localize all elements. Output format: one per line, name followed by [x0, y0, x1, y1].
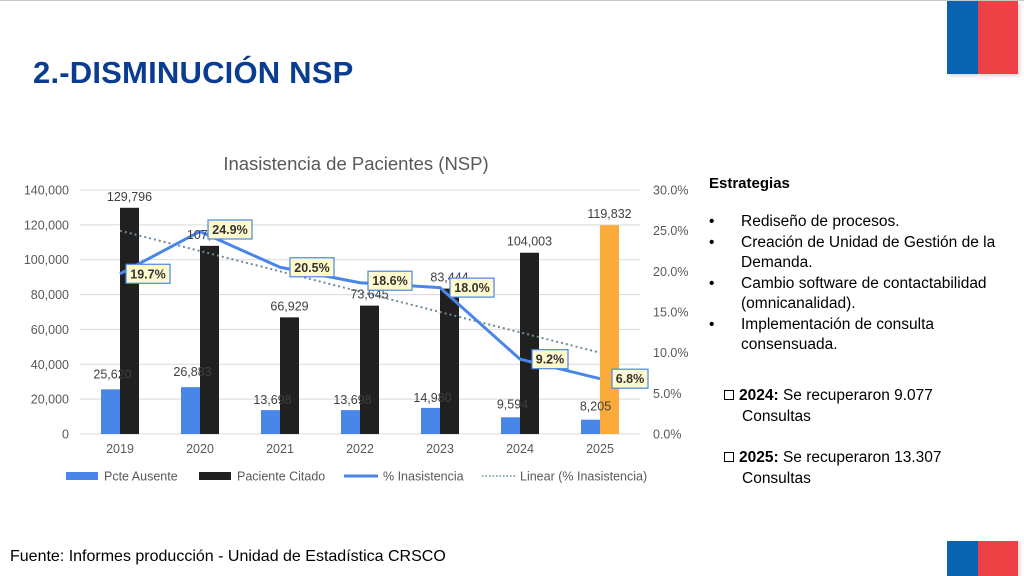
legend-label: Linear (% Inasistencia) — [520, 470, 647, 484]
data-label-pcte-ausente: 25,620 — [93, 367, 131, 381]
bar-pcte-ausente — [181, 387, 200, 434]
right-axis-tick-label: 0.0% — [653, 428, 682, 442]
x-axis-tick-label: 2019 — [106, 442, 134, 456]
data-label-box-inasistencia — [449, 277, 495, 298]
page-title: 2.-DISMINUCIÓN NSP — [33, 55, 354, 90]
left-axis-tick-label: 20,000 — [31, 393, 69, 407]
left-axis-tick-label: 0 — [62, 428, 69, 442]
recovered-text-line2: Consultas — [742, 407, 811, 425]
strategy-item: Rediseño de procesos. — [709, 212, 1009, 233]
recovered-year: 2024: — [739, 387, 779, 404]
legend-swatch — [199, 472, 231, 480]
bar-pcte-ausente — [421, 407, 440, 434]
data-label-paciente-citado: 129,796 — [107, 190, 152, 204]
nsp-chart: Inasistencia de Pacientes (NSP) 0 20,000 4… — [24, 153, 689, 484]
data-label-inasistencia: 18.0% — [454, 281, 489, 295]
recovered-text: Se recuperaron 9.077 — [782, 387, 933, 404]
data-label-box-inasistencia — [531, 349, 569, 370]
data-label-box-inasistencia — [367, 270, 413, 291]
bar-paciente-citado — [360, 305, 379, 434]
data-label-paciente-citado: 73,645 — [350, 288, 388, 302]
right-axis-tick-label: 25.0% — [653, 224, 688, 238]
strategy-item: Implementación de consulta consensuada. — [709, 315, 1009, 356]
left-axis-tick-label: 80,000 — [31, 288, 69, 302]
x-axis-tick-label: 2024 — [506, 442, 534, 456]
bar-paciente-citado — [280, 317, 299, 434]
strategies-heading: Estrategias — [709, 175, 790, 192]
left-axis-tick-label: 100,000 — [24, 253, 69, 267]
x-axis-tick-label: 2022 — [346, 442, 374, 456]
chile-flag-logo-bottom — [947, 541, 1018, 576]
recovered-2025: 2025: Se recuperaron 13.307 Consultas — [724, 448, 1004, 489]
data-label-pcte-ausente: 13,698 — [333, 393, 371, 407]
right-axis-tick-label: 10.0% — [653, 346, 688, 360]
recovered-text-line2: Consultas — [742, 469, 811, 487]
data-label-inasistencia: 20.5% — [294, 261, 329, 275]
strategy-item: Cambio software de contactabilidad (omni… — [709, 274, 1009, 315]
data-label-inasistencia: 6.8% — [616, 372, 645, 386]
data-label-pcte-ausente: 8,205 — [580, 400, 611, 414]
data-label-box-inasistencia — [207, 219, 253, 240]
bar-paciente-citado — [120, 207, 139, 434]
data-label-paciente-citado: 119,832 — [587, 207, 631, 221]
legend-label: Paciente Citado — [237, 470, 325, 484]
bar-pcte-ausente — [581, 419, 600, 434]
data-label-box-inasistencia — [289, 257, 335, 278]
data-label-paciente-citado: 104,003 — [507, 235, 552, 249]
data-label-inasistencia: 18.6% — [372, 274, 407, 288]
legend-label: % Inasistencia — [383, 470, 464, 484]
x-axis-tick-label: 2020 — [186, 442, 214, 456]
data-label-inasistencia: 19.7% — [130, 267, 165, 281]
x-axis-tick-label: 2021 — [266, 442, 294, 456]
right-axis-tick-label: 30.0% — [653, 184, 688, 198]
x-axis-tick-label: 2023 — [426, 442, 454, 456]
left-axis-tick-label: 40,000 — [31, 358, 69, 372]
bar-pcte-ausente — [261, 410, 280, 434]
right-axis-tick-label: 5.0% — [653, 387, 682, 401]
right-axis-tick-label: 20.0% — [653, 265, 688, 279]
left-axis-tick-label: 140,000 — [24, 184, 69, 198]
bar-pcte-ausente — [501, 417, 520, 434]
x-axis-tick-label: 2025 — [586, 442, 614, 456]
strategy-item: Creación de Unidad de Gestión de la Dema… — [709, 233, 1009, 274]
legend-label: Pcte Ausente — [104, 470, 178, 484]
strategies-panel: Estrategias Rediseño de procesos. Creaci… — [709, 175, 1009, 356]
strategies-list: Rediseño de procesos. Creación de Unidad… — [709, 212, 1009, 356]
data-label-inasistencia: 24.9% — [212, 223, 247, 237]
data-label-pcte-ausente: 9,594 — [497, 397, 528, 411]
top-divider — [0, 0, 1024, 1]
data-label-pcte-ausente: 13,698 — [253, 393, 291, 407]
right-axis-tick-label: 15.0% — [653, 306, 688, 320]
legend-swatch — [66, 472, 98, 480]
data-label-box-inasistencia — [611, 368, 649, 389]
data-label-pcte-ausente: 26,883 — [173, 365, 211, 379]
chile-flag-logo-top — [947, 1, 1018, 74]
line-inasistencia — [119, 229, 601, 381]
chart-title: Inasistencia de Pacientes (NSP) — [223, 153, 488, 174]
data-label-inasistencia: 9.2% — [536, 353, 565, 367]
data-label-box-inasistencia — [125, 263, 171, 284]
data-label-pcte-ausente: 14,980 — [413, 391, 451, 405]
checkbox-bullet-icon — [724, 452, 734, 462]
source-note: Fuente: Informes producción - Unidad de … — [10, 548, 446, 565]
left-axis-tick-label: 60,000 — [31, 323, 69, 337]
bar-pcte-ausente — [101, 389, 120, 434]
bar-paciente-citado — [520, 252, 539, 434]
data-label-paciente-citado: 66,929 — [270, 299, 308, 313]
recovered-year: 2025: — [739, 449, 779, 466]
recovered-2024: 2024: Se recuperaron 9.077 Consultas — [724, 386, 1004, 427]
bar-paciente-citado — [200, 245, 219, 434]
left-axis-tick-label: 120,000 — [24, 218, 69, 232]
recovered-text: Se recuperaron 13.307 — [782, 449, 942, 466]
bar-pcte-ausente — [341, 410, 360, 434]
bar-paciente-citado — [440, 288, 459, 434]
checkbox-bullet-icon — [724, 390, 734, 400]
